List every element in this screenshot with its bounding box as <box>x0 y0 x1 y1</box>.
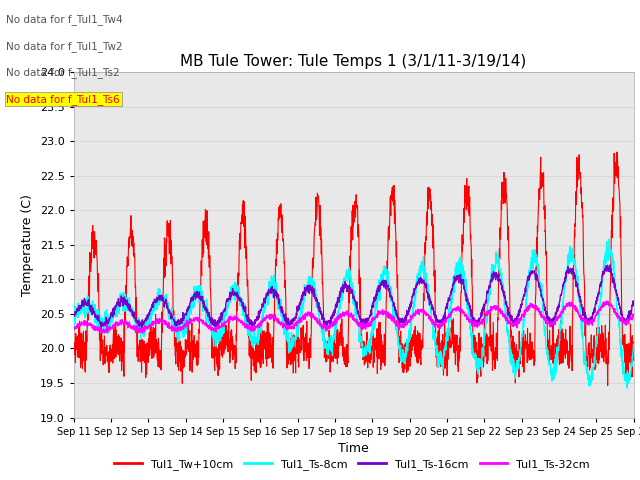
Legend: Tul1_Tw+10cm, Tul1_Ts-8cm, Tul1_Ts-16cm, Tul1_Ts-32cm: Tul1_Tw+10cm, Tul1_Ts-8cm, Tul1_Ts-16cm,… <box>109 455 595 474</box>
X-axis label: Time: Time <box>338 442 369 455</box>
Y-axis label: Temperature (C): Temperature (C) <box>21 194 34 296</box>
Text: No data for f_Tul1_Tw4: No data for f_Tul1_Tw4 <box>6 14 123 25</box>
Text: No data for f_Tul1_Ts2: No data for f_Tul1_Ts2 <box>6 67 120 78</box>
Title: MB Tule Tower: Tule Temps 1 (3/1/11-3/19/14): MB Tule Tower: Tule Temps 1 (3/1/11-3/19… <box>180 54 527 70</box>
Text: No data for f_Tul1_Tw2: No data for f_Tul1_Tw2 <box>6 41 123 52</box>
Text: No data for f_Tul1_Ts6: No data for f_Tul1_Ts6 <box>6 94 120 105</box>
